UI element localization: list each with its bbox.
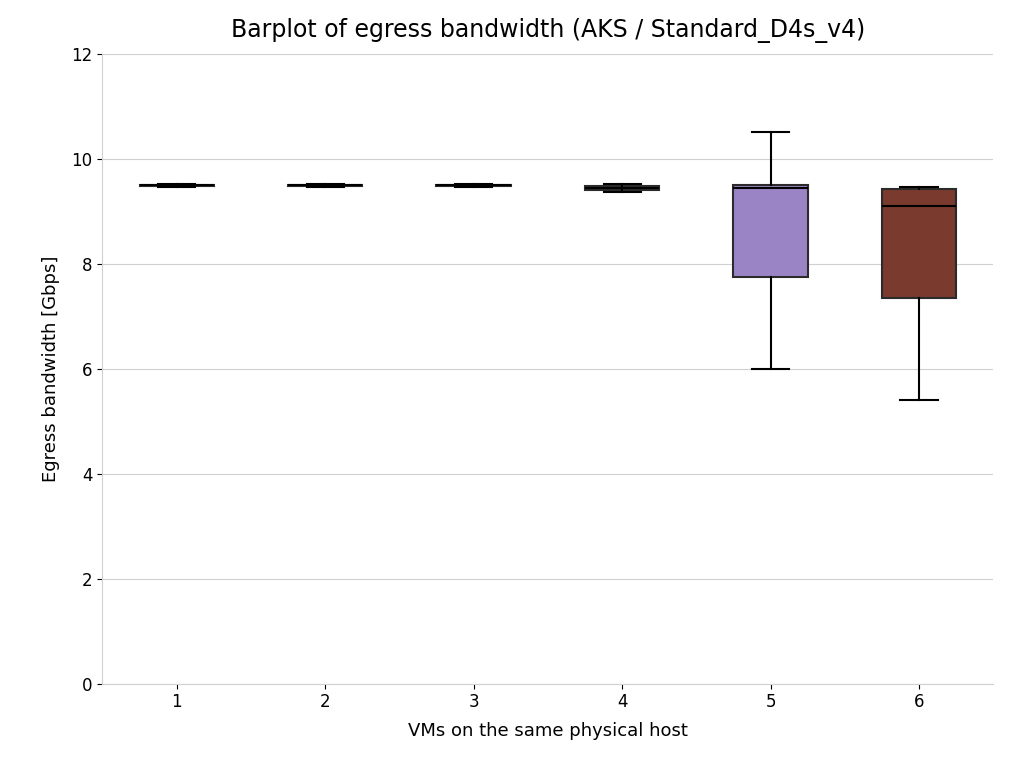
PathPatch shape [882,189,956,298]
PathPatch shape [733,185,808,276]
Title: Barplot of egress bandwidth (AKS / Standard_D4s_v4): Barplot of egress bandwidth (AKS / Stand… [230,18,865,43]
PathPatch shape [585,186,659,190]
X-axis label: VMs on the same physical host: VMs on the same physical host [408,723,688,740]
Y-axis label: Egress bandwidth [Gbps]: Egress bandwidth [Gbps] [42,256,60,482]
